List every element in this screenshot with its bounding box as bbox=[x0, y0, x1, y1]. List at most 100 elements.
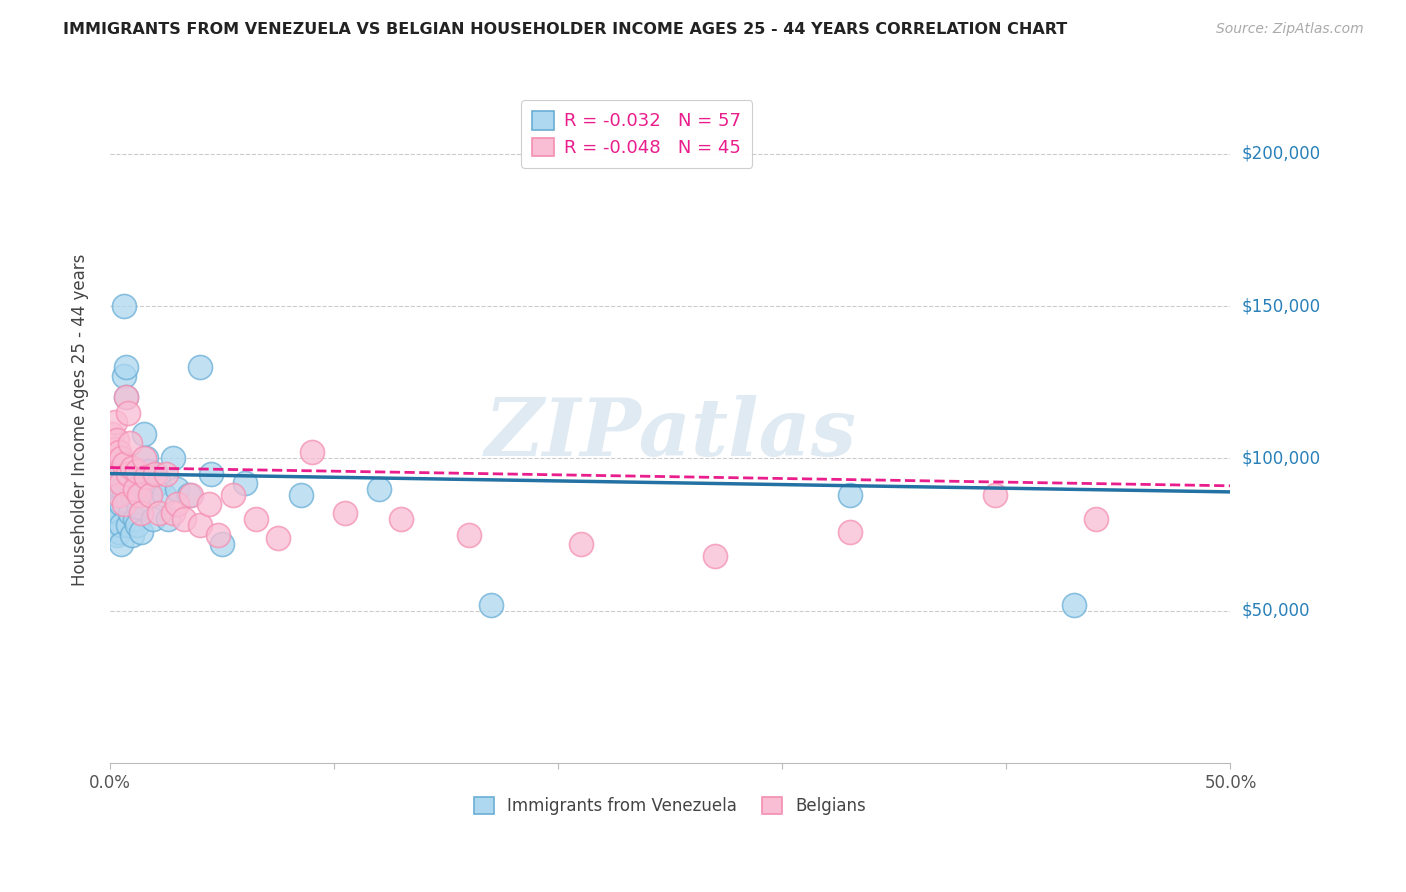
Point bbox=[117, 406, 139, 420]
Point bbox=[114, 391, 136, 405]
Point bbox=[124, 467, 146, 481]
Point bbox=[838, 488, 860, 502]
Point bbox=[188, 359, 211, 374]
Point bbox=[479, 598, 502, 612]
Point bbox=[117, 518, 139, 533]
Point bbox=[131, 482, 153, 496]
Point bbox=[142, 512, 165, 526]
Point bbox=[180, 488, 202, 502]
Point bbox=[108, 488, 131, 502]
Point bbox=[105, 433, 128, 447]
Point bbox=[108, 445, 131, 459]
Point bbox=[569, 537, 592, 551]
Point bbox=[197, 497, 219, 511]
Point bbox=[105, 527, 128, 541]
Point bbox=[143, 467, 166, 481]
Point bbox=[136, 464, 159, 478]
Point bbox=[267, 531, 290, 545]
Point bbox=[121, 488, 143, 502]
Text: $100,000: $100,000 bbox=[1241, 450, 1320, 467]
Point bbox=[121, 527, 143, 541]
Point bbox=[157, 512, 180, 526]
Point bbox=[103, 475, 125, 490]
Point bbox=[112, 484, 135, 499]
Point bbox=[110, 451, 132, 466]
Point bbox=[132, 451, 155, 466]
Point bbox=[166, 497, 188, 511]
Point bbox=[139, 488, 162, 502]
Point bbox=[207, 527, 229, 541]
Point bbox=[131, 524, 153, 539]
Point bbox=[704, 549, 727, 563]
Point bbox=[211, 537, 233, 551]
Point bbox=[114, 359, 136, 374]
Point bbox=[110, 497, 132, 511]
Point bbox=[105, 479, 128, 493]
Point bbox=[124, 512, 146, 526]
Point bbox=[125, 518, 148, 533]
Text: $50,000: $50,000 bbox=[1241, 602, 1310, 620]
Point bbox=[188, 518, 211, 533]
Point bbox=[121, 460, 143, 475]
Point bbox=[110, 475, 132, 490]
Point bbox=[222, 488, 245, 502]
Point bbox=[101, 467, 124, 481]
Point bbox=[245, 512, 267, 526]
Point bbox=[148, 506, 170, 520]
Point bbox=[128, 488, 150, 502]
Point bbox=[103, 503, 125, 517]
Text: ZIPatlas: ZIPatlas bbox=[484, 395, 856, 473]
Point bbox=[117, 494, 139, 508]
Point bbox=[1085, 512, 1108, 526]
Point bbox=[120, 467, 142, 481]
Point bbox=[103, 460, 125, 475]
Point bbox=[155, 467, 177, 481]
Point bbox=[110, 518, 132, 533]
Point bbox=[143, 467, 166, 481]
Point bbox=[112, 369, 135, 384]
Point bbox=[120, 436, 142, 450]
Point bbox=[105, 494, 128, 508]
Point bbox=[110, 537, 132, 551]
Point bbox=[103, 415, 125, 429]
Point bbox=[117, 467, 139, 481]
Point bbox=[139, 488, 162, 502]
Point bbox=[166, 482, 188, 496]
Point bbox=[290, 488, 312, 502]
Point bbox=[148, 475, 170, 490]
Point bbox=[108, 469, 131, 483]
Point bbox=[389, 512, 412, 526]
Point bbox=[153, 488, 176, 502]
Text: $200,000: $200,000 bbox=[1241, 145, 1320, 162]
Point bbox=[112, 299, 135, 313]
Point bbox=[105, 467, 128, 481]
Point bbox=[335, 506, 357, 520]
Text: $150,000: $150,000 bbox=[1241, 297, 1320, 315]
Point bbox=[132, 427, 155, 442]
Point bbox=[233, 475, 256, 490]
Point bbox=[838, 524, 860, 539]
Point bbox=[112, 497, 135, 511]
Point bbox=[457, 527, 479, 541]
Legend: Immigrants from Venezuela, Belgians: Immigrants from Venezuela, Belgians bbox=[465, 789, 875, 823]
Point bbox=[108, 488, 131, 502]
Point bbox=[301, 445, 323, 459]
Point bbox=[984, 488, 1007, 502]
Point bbox=[177, 488, 200, 502]
Point bbox=[128, 500, 150, 515]
Point bbox=[162, 451, 184, 466]
Point bbox=[101, 488, 124, 502]
Point bbox=[112, 458, 135, 472]
Point bbox=[125, 488, 148, 502]
Point bbox=[131, 506, 153, 520]
Point bbox=[124, 482, 146, 496]
Point bbox=[103, 442, 125, 457]
Point bbox=[117, 475, 139, 490]
Point bbox=[120, 506, 142, 520]
Point bbox=[108, 506, 131, 520]
Point bbox=[1063, 598, 1085, 612]
Point bbox=[135, 469, 157, 483]
Point bbox=[200, 467, 222, 481]
Point bbox=[101, 427, 124, 442]
Point bbox=[105, 512, 128, 526]
